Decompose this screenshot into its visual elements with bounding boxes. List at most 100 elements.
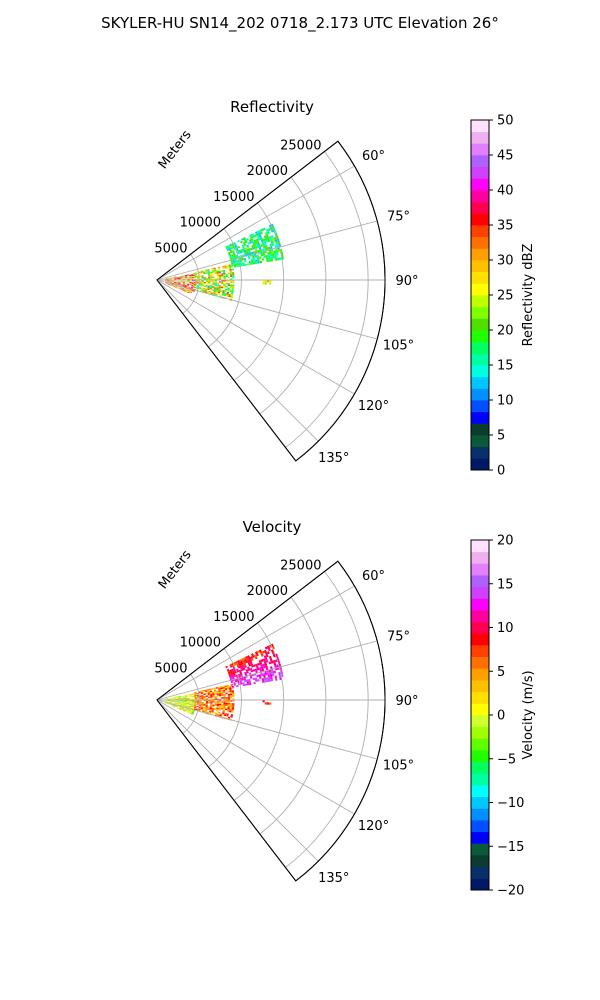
- echo-cell: [212, 705, 215, 708]
- echo-cell: [246, 252, 250, 256]
- echo-cell: [207, 269, 210, 272]
- echo-cell: [208, 711, 212, 713]
- echo-cell: [210, 703, 213, 705]
- echo-cell: [226, 714, 229, 717]
- colorbar-swatch: [471, 540, 489, 553]
- echo-cell: [250, 251, 254, 255]
- echo-cell: [244, 263, 248, 266]
- echo-cell: [241, 678, 244, 681]
- colorbar-swatch: [471, 201, 489, 214]
- echo-cell: [271, 237, 275, 241]
- echo-cell: [180, 277, 183, 278]
- echo-cell: [239, 240, 243, 244]
- echo-cell: [249, 660, 253, 664]
- echo-cell: [264, 651, 268, 656]
- echo-cell: [185, 702, 188, 703]
- echo-cell: [182, 698, 186, 699]
- echo-cell: [212, 704, 215, 707]
- echo-cell: [218, 274, 222, 277]
- echo-cell: [220, 289, 223, 292]
- echo-cell: [178, 281, 181, 283]
- echo-cell: [242, 241, 246, 245]
- echo-cell: [238, 669, 242, 672]
- echo-cell: [205, 281, 209, 283]
- echo-cell: [185, 282, 188, 283]
- echo-cell: [182, 277, 186, 279]
- echo-cell: [188, 289, 191, 291]
- colorbar-tick-label: 25: [497, 289, 514, 304]
- echo-cell: [269, 658, 273, 662]
- echo-cell: [264, 672, 268, 676]
- echo-cell: [167, 281, 170, 282]
- echo-cell: [227, 244, 230, 248]
- echo-cell: [191, 273, 194, 275]
- echo-cell: [233, 265, 237, 268]
- echo-cell: [169, 701, 172, 703]
- echo-cell: [200, 290, 203, 292]
- echo-cell: [210, 275, 213, 277]
- echo-cell: [189, 694, 192, 696]
- echo-cell: [198, 707, 201, 710]
- echo-cell: [255, 670, 258, 674]
- colorbar-swatch: [471, 341, 489, 354]
- echo-cell: [191, 281, 194, 283]
- echo-cell: [214, 707, 217, 709]
- echo-cell: [174, 701, 177, 703]
- echo-cell: [232, 703, 235, 705]
- echo-cell: [240, 668, 244, 672]
- echo-cell: [225, 697, 228, 699]
- echo-cell: [255, 259, 258, 262]
- echo-cell: [205, 283, 209, 285]
- echo-cell: [173, 703, 177, 704]
- echo-cell: [182, 702, 186, 704]
- range-ring: [208, 648, 242, 768]
- echo-cell: [215, 709, 219, 712]
- echo-cell: [169, 278, 172, 279]
- echo-cell: [253, 239, 257, 243]
- echo-cell: [267, 246, 271, 250]
- echo-cell: [219, 713, 223, 716]
- echo-cell: [191, 283, 194, 285]
- echo-cell: [226, 684, 229, 687]
- echo-cell: [207, 274, 211, 276]
- echo-cell: [199, 696, 202, 698]
- echo-cell: [194, 285, 197, 287]
- echo-cell: [204, 290, 208, 292]
- colorbar-swatch: [471, 143, 489, 156]
- echo-cell: [164, 702, 168, 704]
- echo-cell: [175, 706, 178, 708]
- echo-cell: [207, 693, 211, 695]
- echo-cell: [178, 696, 181, 698]
- echo-cell: [201, 697, 204, 699]
- echo-cell: [198, 708, 201, 711]
- echo-cell: [258, 649, 262, 653]
- echo-cell: [200, 286, 204, 288]
- colorbar-swatch: [471, 598, 489, 611]
- echo-cell: [199, 276, 202, 278]
- echo-cell: [186, 706, 189, 708]
- echo-cell: [205, 707, 208, 709]
- colorbar-swatch: [471, 785, 489, 798]
- echo-cell: [194, 703, 197, 706]
- echo-cell: [169, 281, 172, 283]
- echo-cell: [205, 271, 208, 273]
- echo-cell: [249, 247, 253, 251]
- echo-cell: [273, 252, 277, 256]
- echo-cell: [240, 254, 244, 258]
- echo-cell: [262, 282, 265, 285]
- radial-axis-label: Meters: [156, 548, 195, 593]
- echo-cell: [217, 714, 220, 717]
- echo-cell: [231, 291, 234, 293]
- echo-cell: [205, 701, 209, 703]
- echo-cell: [227, 671, 231, 675]
- echo-cell: [268, 235, 272, 239]
- echo-cell: [209, 288, 212, 291]
- echo-cell: [201, 284, 204, 286]
- echo-cell: [215, 713, 218, 716]
- echo-cell: [189, 711, 192, 714]
- echo-cell: [182, 705, 185, 707]
- echo-cell: [189, 291, 192, 294]
- colorbar-tick-label: −10: [497, 796, 524, 811]
- echo-cell: [185, 697, 188, 699]
- echo-cell: [213, 708, 217, 710]
